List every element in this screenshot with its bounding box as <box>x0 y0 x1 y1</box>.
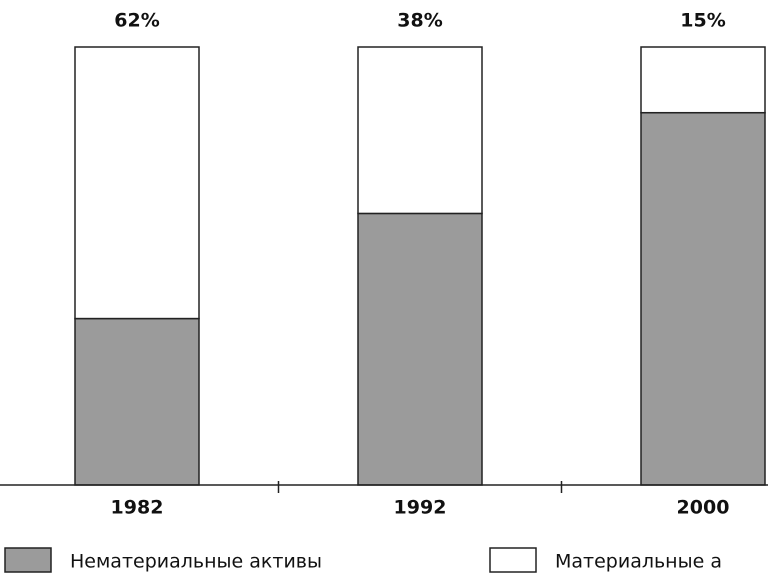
value-label: 62% <box>114 10 159 32</box>
legend-swatch <box>4 547 52 573</box>
bar-segment <box>74 46 200 320</box>
value-label: 38% <box>397 10 442 32</box>
x-tick-label: 1992 <box>394 497 447 519</box>
value-label: 15% <box>680 10 725 32</box>
bar-segment <box>357 46 483 215</box>
bar-segment <box>74 317 200 486</box>
bar-segment <box>640 111 766 486</box>
x-tick-label: 2000 <box>677 497 730 519</box>
bar-segment <box>640 46 766 114</box>
legend-label: Материальные а <box>555 551 722 573</box>
bar-segment <box>357 212 483 486</box>
x-tick-label: 1982 <box>111 497 164 519</box>
legend-swatch <box>489 547 537 573</box>
legend-label: Нематериальные активы <box>70 551 322 573</box>
